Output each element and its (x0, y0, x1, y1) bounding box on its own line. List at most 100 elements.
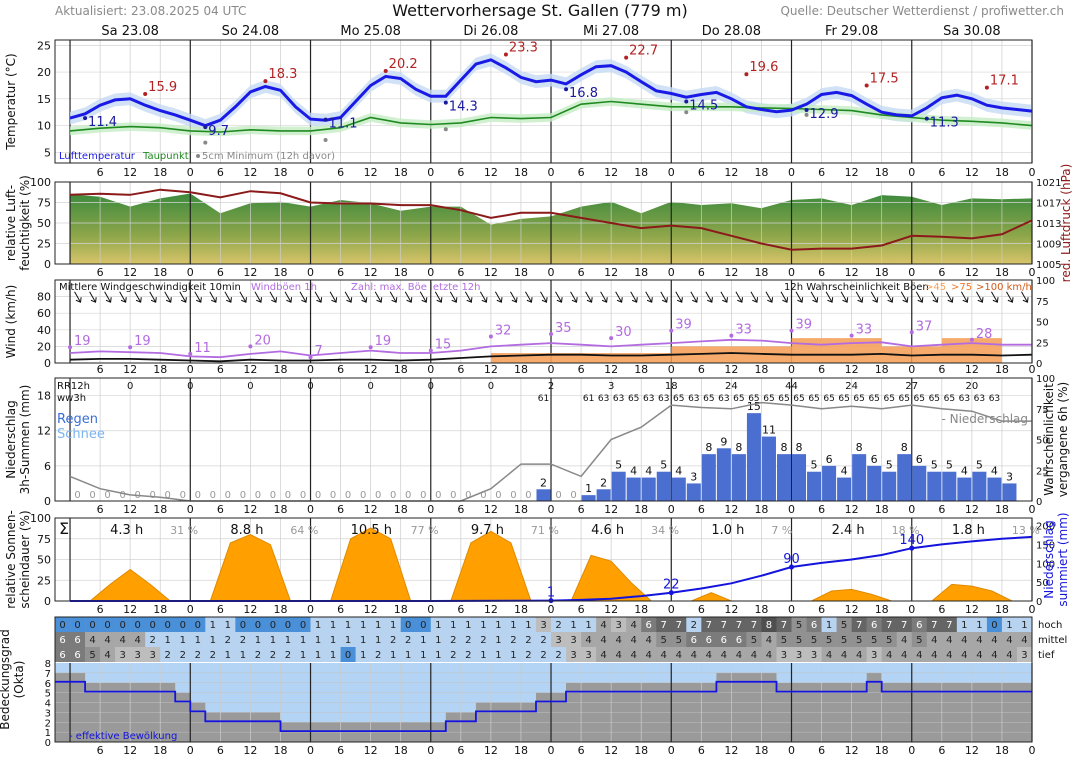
cloud-cell-value: 1 (435, 650, 441, 661)
precip-sum-dot (668, 590, 674, 596)
cloud-cell-value: 3 (555, 635, 561, 646)
max-gust-dot (669, 328, 674, 333)
cloud-cell-hoch (460, 617, 477, 632)
rr12h-label: RR12h (57, 381, 90, 392)
wind-direction-arrow (1006, 291, 1014, 303)
cloud-cell-value: 5 (841, 635, 847, 646)
cloud-cell-value: 0 (180, 620, 186, 631)
arrow-head (105, 297, 112, 303)
precip-bar (897, 454, 912, 501)
cloud-cell-value: 3 (796, 650, 802, 661)
wind-direction-arrow (930, 291, 939, 303)
arrow-head (586, 297, 593, 303)
cloud-cell-value: 6 (59, 650, 65, 661)
hum-x-tick: 6 (457, 266, 464, 279)
cloud-cell-mittel (926, 632, 943, 647)
precip-x-tick: 0 (548, 503, 555, 516)
wind-direction-arrow (900, 291, 909, 303)
gust-probability-bar (641, 353, 672, 363)
cloud-cell-value: 2 (480, 635, 486, 646)
wind-x-tick: 6 (818, 363, 825, 376)
precip-bar-label: 0 (89, 490, 95, 501)
arrow-shaft (269, 291, 277, 303)
arrow-head (842, 297, 849, 303)
cloud-cell-value: 2 (540, 650, 546, 661)
ww3h-value: 65 (748, 394, 759, 404)
cloud-cell-tief (821, 647, 837, 662)
wind-direction-arrow (179, 291, 187, 303)
temp-x-tick: 6 (938, 166, 945, 179)
cloud-cell-hoch (100, 617, 116, 632)
hum-y-tick: 100 (30, 176, 51, 189)
cloud-x-tick: 12 (123, 744, 137, 757)
precip-bar-label: 0 (300, 490, 306, 501)
cloud-cell-value: 1 (420, 635, 426, 646)
precip-sum-label: 22 (663, 578, 680, 593)
cloud-cell-hoch (746, 617, 762, 632)
legend-wind-mean: Mittlere Windgeschwindigkeit 10min (59, 282, 241, 293)
precip-bar (776, 454, 792, 501)
precip-bar (611, 471, 626, 501)
temp-x-tick: 12 (484, 166, 498, 179)
hum-y-tick: 75 (37, 197, 51, 210)
sum-y-label-line: Niederschlag (1042, 520, 1056, 598)
ww3h-value: 63 (989, 394, 1000, 404)
arrow-shaft (254, 291, 262, 303)
cloud-cell-mittel (415, 632, 432, 647)
precip-bar-label: 4 (675, 465, 682, 478)
wind-y-tick: 20 (37, 340, 51, 353)
max-temp-dot (624, 55, 629, 60)
precip-bar-label: 0 (119, 490, 125, 501)
arrow-shaft (660, 291, 668, 303)
cloud-cell-tief (490, 647, 507, 662)
cloud-cell-mittel (385, 632, 402, 647)
cloud-cell-tief (115, 647, 131, 662)
cloud-cell-tief (1016, 647, 1033, 662)
cloud-cell-mittel (776, 632, 792, 647)
arrow-head (571, 297, 578, 303)
wind-y2-tick: 100 (1036, 276, 1055, 287)
legend-gust: Windböen 1h (251, 282, 317, 293)
cloud-cell-tief (701, 647, 717, 662)
cloud-cell-hoch (130, 617, 146, 632)
precip-bar-label: 4 (630, 465, 637, 478)
daily-sunshine-hours: 4.3 h (110, 523, 143, 538)
cloud-cover-area (55, 672, 1032, 742)
arrow-shaft (900, 291, 908, 303)
legend-ground-min: 5cm Minimum (12h davor) (202, 151, 335, 162)
hum-x-tick: 0 (1029, 266, 1036, 279)
cloud-cell-hoch (851, 617, 867, 632)
cloud-x-tick: 12 (364, 744, 378, 757)
precip-bar-label: 3 (1006, 470, 1013, 483)
hum-y-tick: 0 (44, 258, 51, 271)
wind-x-tick: 18 (273, 363, 287, 376)
cloud-cell-tief (956, 647, 973, 662)
wind-x-tick: 12 (484, 363, 498, 376)
precip-x-tick: 18 (514, 503, 528, 516)
arrow-shaft (1021, 291, 1028, 303)
wind-direction-arrow (540, 291, 548, 303)
max-temp-label: 22.7 (629, 44, 658, 59)
cloud-cell-tief (911, 647, 928, 662)
cloud-cell-value: 5 (751, 635, 757, 646)
precip-bar (987, 477, 1002, 501)
wind-x-tick: 18 (754, 363, 768, 376)
hum-frame (54, 181, 1033, 265)
rr12h-value: 0 (488, 381, 494, 392)
cloud-x-tick: 18 (273, 744, 287, 757)
hum-x-tick: 6 (578, 266, 585, 279)
precip-bar (686, 483, 701, 501)
precip-bar-label: 0 (435, 490, 441, 501)
cloud-cell-value: 5 (796, 620, 802, 631)
hum-x-tick: 6 (217, 266, 224, 279)
temp-x-tick: 12 (604, 166, 618, 179)
cloud-cell-value: 1 (225, 620, 231, 631)
cloud-cell-value: 1 (195, 635, 201, 646)
precip-y-label: Niederschlag3h-Summen (mm) (4, 385, 32, 495)
legend-snow: Schnee (57, 427, 105, 442)
precip-bar (837, 477, 852, 501)
cloud-cell-tief (385, 647, 402, 662)
wind-x-tick: 0 (427, 363, 434, 376)
arrow-head (75, 297, 82, 303)
wind-y-tick: 80 (37, 291, 51, 304)
